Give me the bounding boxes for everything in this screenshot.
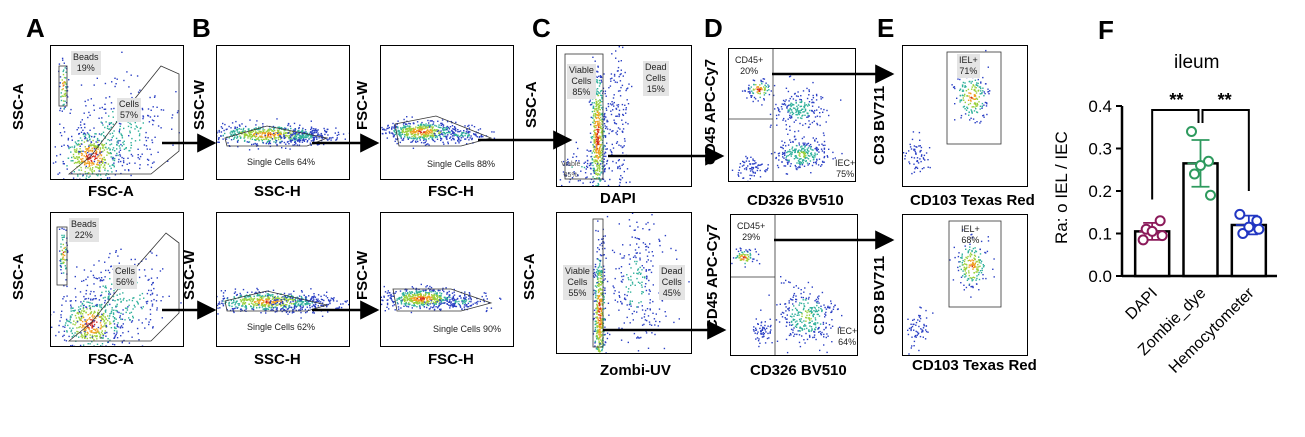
gate-beads-pct: 22% [74, 230, 93, 240]
data-point [1189, 168, 1200, 180]
flow-plot-e-bottom: IEL+ 68% [902, 214, 1028, 356]
data-point [1234, 208, 1246, 220]
x-tick-label: Hemocytometer [1166, 284, 1258, 376]
gate-cells-pct: 57% [120, 110, 139, 120]
x-axis-label: CD326 BV510 [747, 192, 844, 209]
y-tick-label: 0.4 [1088, 97, 1112, 116]
gate-singlets: Single Cells 62% [247, 322, 316, 332]
density-scatter [907, 220, 1002, 355]
density-scatter [217, 287, 349, 319]
flow-plot-b2-top: Single Cells 88% [380, 45, 514, 180]
gate-viable-dim: Viable 85% [561, 161, 581, 179]
gate-viable: Viable Cells 55% [563, 265, 592, 300]
density-scatter [589, 213, 690, 353]
x-axis-label: CD326 BV510 [750, 362, 847, 379]
gate-cd45: CD45+ 20% [735, 55, 764, 76]
gate-iec: IEC+ 75% [835, 158, 856, 179]
chart-title: ileum [1174, 52, 1220, 73]
flow-plot-d-top: CD45+ 20% IEC+ 75% [728, 48, 856, 182]
gate-cd45: CD45+ 29% [737, 221, 766, 242]
y-tick-label: 0.0 [1088, 267, 1112, 286]
data-point [1195, 160, 1206, 171]
gate-beads-name: Beads [71, 219, 97, 229]
y-tick-label: 0.3 [1088, 140, 1112, 159]
gate-beads-name: Beads [73, 52, 99, 62]
significance-bracket [1151, 109, 1200, 200]
gate-singlets: Single Cells 88% [427, 159, 496, 169]
data-point [1205, 189, 1216, 201]
gate-iec: IEC+ 64% [837, 326, 858, 347]
x-axis-label: SSC-H [254, 183, 301, 200]
density-scatter [903, 49, 1002, 175]
data-point [1156, 230, 1168, 242]
gate-singlets: Single Cells 64% [247, 157, 316, 167]
gate-singlets: Single Cells 90% [433, 324, 502, 334]
flow-plot-b2-bottom: Single Cells 90% [380, 212, 514, 347]
gate-iel: IEL+ 71% [957, 54, 980, 78]
flow-plot-a-top: Beads 19% Cells 57% [50, 45, 184, 180]
x-axis-label: FSC-A [88, 351, 134, 368]
x-axis-label: DAPI [600, 190, 636, 207]
gate-cells-pct: 56% [116, 277, 135, 287]
significance-label: ** [1169, 90, 1183, 110]
gate-dead: Dead Cells 15% [643, 61, 669, 96]
data-point [1243, 221, 1255, 233]
density-scatter [559, 46, 633, 186]
panel-letter-b: B [192, 13, 211, 43]
flow-plot-e-top: IEL+ 71% [902, 45, 1028, 187]
data-point [1154, 215, 1166, 227]
flow-plot-b1-bottom: Single Cells 62% [216, 212, 350, 347]
data-point [1137, 234, 1149, 246]
panel-letter-a: A [26, 13, 45, 43]
data-point [1186, 126, 1197, 137]
flow-plot-d-bottom: CD45+ 29% IEC+ 64% [730, 214, 858, 356]
panel-letter-d: D [704, 13, 723, 43]
density-scatter [731, 215, 843, 355]
data-point [1237, 228, 1249, 239]
gate-iel: IEL+ 68% [961, 224, 980, 245]
flow-plot-a-bottom: Beads 22% Cells 56% [50, 212, 184, 347]
density-scatter [381, 115, 496, 149]
x-axis-label: SSC-H [254, 351, 301, 368]
gate-cells-name: Cells [115, 266, 136, 276]
data-point [1203, 155, 1214, 167]
gate-beads-pct: 19% [76, 63, 95, 73]
data-point [1253, 223, 1265, 235]
flow-plot-b1-top: Single Cells 64% [216, 45, 350, 180]
density-scatter [217, 118, 349, 151]
y-tick-label: 0.1 [1088, 225, 1112, 244]
density-scatter [729, 49, 843, 181]
gate-dead: Dead Cells 45% [659, 265, 685, 300]
x-axis-label: Zombi-UV [600, 362, 671, 379]
significance-bracket [1201, 109, 1250, 191]
gate-cells-name: Cells [119, 99, 140, 109]
density-scatter [381, 283, 502, 314]
significance-label: ** [1218, 90, 1232, 110]
gate-viable: Viable Cells 85% [567, 64, 596, 99]
x-axis-label: FSC-H [428, 183, 474, 200]
x-tick-label: DAPI [1123, 285, 1161, 323]
panel-letter-c: C [532, 13, 551, 43]
panel-letter-f: F [1098, 15, 1114, 45]
panel-letter-e: E [877, 13, 895, 43]
x-axis-label: CD103 Texas Red [912, 357, 1037, 374]
x-axis-label: CD103 Texas Red [910, 192, 1035, 209]
data-point [1146, 225, 1158, 237]
x-axis-label: FSC-H [428, 351, 474, 368]
y-tick-label: 0.2 [1088, 182, 1112, 201]
x-axis-label: FSC-A [88, 183, 134, 200]
flow-plot-c-top: Viable Cells 85% Dead Cells 15% Viable 8… [556, 45, 692, 187]
